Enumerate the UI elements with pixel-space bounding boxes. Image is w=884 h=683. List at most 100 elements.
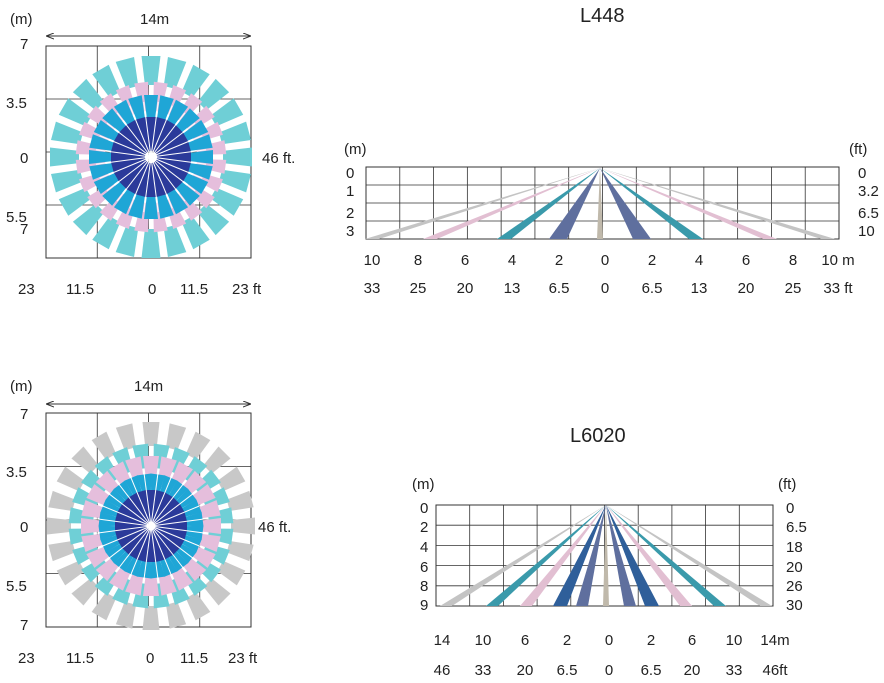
l6020-right-tick-4: 26 (786, 578, 803, 595)
coverage-zone-segment (115, 198, 137, 229)
coverage-zone-segment (165, 198, 187, 229)
l6020-left-tick-4: 8 (420, 578, 428, 595)
beam-line (143, 101, 152, 158)
beam-line (150, 101, 159, 158)
coverage-zone-segment (141, 229, 161, 258)
coverage-zone-segment (145, 530, 157, 562)
l448-x-tick-m-6: 2 (648, 252, 656, 269)
beam-line (150, 156, 203, 179)
coverage-zone-segment (192, 121, 223, 143)
l6020-right-tick-2: 18 (786, 539, 803, 556)
coverage-zone-segment (154, 124, 184, 154)
l6020-y-tick-3: 5.5 (6, 578, 27, 595)
l6020-x-tick-m-3: 2 (563, 632, 571, 649)
coverage-zone-segment (92, 216, 121, 250)
coverage-zone-segment (128, 529, 150, 560)
coverage-zone-segment (153, 161, 177, 195)
l6020-top-width-label: 14m (134, 378, 163, 395)
l448-x-tick-m-2: 6 (461, 252, 469, 269)
beam-line (150, 156, 196, 192)
l448-x-tick-ft-7: 13 (691, 280, 708, 297)
l448-x-tick-ft-4: 6.5 (549, 280, 570, 297)
l448-x-tick-m-5: 0 (601, 252, 609, 269)
l448-x-tick-m-10: 10 m (821, 252, 854, 269)
side-beam (440, 505, 606, 606)
l6020-coverage-rose (47, 422, 255, 630)
l6020-x-tick-m-1: 10 (475, 632, 492, 649)
coverage-zone-segment (94, 456, 120, 484)
l6020-x-tick-ft-6: 20 (684, 662, 701, 679)
coverage-zone-segment (71, 578, 99, 606)
l6020-x-tick-ft-3: 6.5 (557, 662, 578, 679)
l448-top-width-label: 14m (140, 11, 169, 28)
coverage-zone-segment (94, 568, 120, 596)
coverage-zone-segment (152, 492, 174, 523)
coverage-zone-segment (181, 216, 210, 250)
l6020-side-beams (440, 505, 772, 606)
coverage-zone-segment (115, 520, 147, 532)
coverage-zone-segment (115, 601, 136, 629)
beam-line (150, 156, 186, 202)
coverage-zone-segment (193, 469, 221, 495)
beam-line (150, 472, 174, 527)
beam-line (128, 472, 152, 527)
coverage-zone-segment (117, 503, 148, 525)
beam-line (150, 525, 174, 580)
side-beam (603, 505, 609, 606)
l448-left-tick-0: 0 (346, 165, 354, 182)
coverage-zone-segment (56, 466, 85, 492)
coverage-zone-segment (152, 529, 174, 560)
l6020-x-tick-ft-8: 46ft (762, 662, 788, 679)
l448-y-tick-3: 5.5 (6, 209, 27, 226)
coverage-zone-segment (145, 117, 157, 151)
l448-x-tick-m-8: 6 (742, 252, 750, 269)
beam-line (115, 525, 152, 572)
coverage-zone-segment (154, 503, 185, 525)
l448-x-tick-ft-9: 25 (785, 280, 802, 297)
beam-line (105, 490, 152, 527)
l448-y-tick-0: 7 (20, 36, 28, 53)
l6020-y-tick-1: 3.5 (6, 464, 27, 481)
l6020-x-tick-ft-7: 33 (726, 662, 743, 679)
l6020-right-tick-5: 30 (786, 597, 803, 614)
coverage-zone-segment (197, 78, 230, 111)
coverage-zone-segment (163, 56, 187, 90)
l6020-x-tick-ft-4: 0 (605, 662, 613, 679)
side-beam (553, 505, 606, 606)
l6020-x-tick-ft-0: 46 (434, 662, 451, 679)
beam-line (150, 503, 205, 527)
l448-x-tick-m-9: 8 (789, 252, 797, 269)
beam-line (150, 149, 207, 158)
beam-line (99, 135, 152, 158)
l448-x-tick-ft-3: 13 (504, 280, 521, 297)
beam-line (150, 525, 208, 534)
coverage-zone-segment (145, 490, 157, 522)
l6020-model-title: L6020 (570, 425, 626, 447)
l448-y-tick-4: 7 (20, 221, 28, 238)
l448-x-ticks-m: 10 8 6 4 2 0 2 4 6 8 10 m (364, 252, 855, 269)
side-beam (486, 505, 606, 606)
beam-line (150, 112, 186, 158)
beam-line (150, 490, 197, 527)
l6020-y-tick-0: 7 (20, 406, 28, 423)
l448-x-tick-ft-1: 25 (410, 280, 427, 297)
coverage-zone-segment (50, 169, 84, 193)
l6020-side-distance: 46 ft. (258, 519, 291, 536)
coverage-zone-segment (203, 446, 231, 474)
l448-x-tick-ft-2: 20 (457, 280, 474, 297)
l448-left-tick-1: 1 (346, 183, 354, 200)
side-beam (606, 505, 692, 606)
coverage-zone-segment (217, 560, 246, 586)
coverage-zone-segment (182, 456, 208, 484)
coverage-zone-segment (113, 131, 147, 155)
coverage-zone-segment (115, 56, 139, 90)
l6020-x-ticks-m: 14 10 6 2 0 2 6 10 14m (434, 632, 790, 649)
coverage-zone-segment (72, 78, 105, 111)
l448-left-tick-2: 2 (346, 205, 354, 222)
coverage-zone-segment (115, 85, 137, 116)
coverage-zone-segment (118, 160, 148, 190)
beam-line (150, 518, 208, 527)
l6020-y-tick-2: 0 (20, 519, 28, 536)
l448-side-distance: 46 ft. (262, 150, 295, 167)
l6020-y-tick-4: 7 (20, 617, 28, 634)
